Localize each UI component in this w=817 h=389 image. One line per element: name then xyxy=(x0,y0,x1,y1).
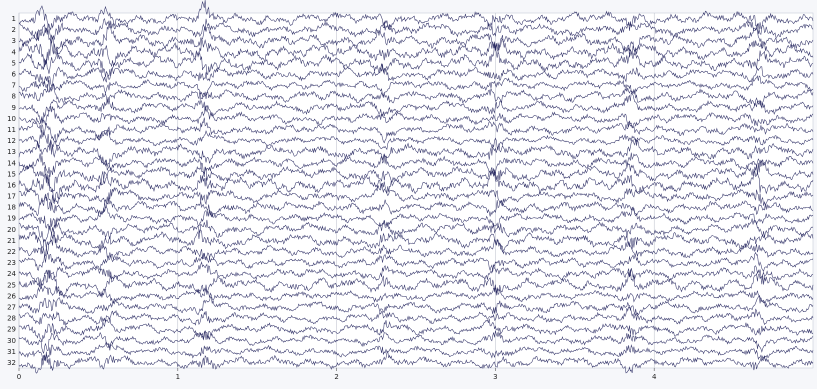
channel-label: 18 xyxy=(7,204,16,212)
channel-trace xyxy=(18,284,814,304)
channel-label: 1 xyxy=(12,15,16,23)
channel-trace xyxy=(18,229,814,254)
x-tick-label: 0 xyxy=(17,373,21,381)
channel-trace xyxy=(18,196,814,218)
channel-label: 2 xyxy=(12,26,16,34)
x-tick-label: 2 xyxy=(334,373,338,381)
channel-trace xyxy=(18,17,814,42)
channel-trace xyxy=(18,235,814,264)
channel-trace xyxy=(18,294,814,316)
channel-trace xyxy=(18,117,814,144)
channel-label: 10 xyxy=(7,115,16,123)
channel-label: 9 xyxy=(12,104,16,112)
channel-label: 8 xyxy=(12,93,16,101)
channel-trace xyxy=(18,218,814,243)
channel-trace xyxy=(18,75,814,99)
channel-label: 30 xyxy=(7,337,16,345)
channel-trace xyxy=(18,0,814,31)
channel-label: 6 xyxy=(12,71,17,79)
channel-label: 24 xyxy=(7,270,16,278)
x-tick-label: 4 xyxy=(652,373,657,381)
channel-trace xyxy=(18,317,814,343)
channel-label: 28 xyxy=(7,315,16,323)
channel-trace xyxy=(18,167,814,202)
channel-trace xyxy=(18,152,814,178)
channel-trace xyxy=(18,261,814,289)
channel-trace xyxy=(18,129,814,156)
channel-trace xyxy=(18,79,814,109)
x-tick-label: 3 xyxy=(493,373,497,381)
channel-trace xyxy=(18,92,814,126)
channel-trace xyxy=(18,44,814,78)
channel-trace xyxy=(18,23,814,55)
channel-label: 12 xyxy=(7,137,16,145)
channel-label: 32 xyxy=(7,359,16,367)
channel-trace xyxy=(18,341,814,362)
channel-label: 31 xyxy=(7,348,16,356)
channel-trace xyxy=(18,330,814,355)
channel-trace xyxy=(18,63,814,93)
channel-label: 3 xyxy=(12,37,16,45)
channel-label: 5 xyxy=(12,59,16,67)
channel-label: 19 xyxy=(7,215,16,223)
channel-trace xyxy=(18,105,814,129)
channel-label: 21 xyxy=(7,237,16,245)
channel-label: 25 xyxy=(7,281,16,289)
channel-label: 13 xyxy=(7,148,16,156)
channel-label: 16 xyxy=(7,181,16,189)
channel-label: 20 xyxy=(7,226,16,234)
channel-trace xyxy=(18,206,814,234)
channel-label: 22 xyxy=(7,248,16,256)
channel-trace xyxy=(18,159,814,193)
channel-label: 17 xyxy=(7,193,16,201)
channel-trace xyxy=(18,183,814,206)
x-tick-label: 1 xyxy=(176,373,180,381)
channel-label: 27 xyxy=(7,303,16,311)
channel-label: 14 xyxy=(7,159,16,167)
channel-trace xyxy=(18,269,814,299)
channel-trace xyxy=(18,306,814,327)
channel-trace xyxy=(18,38,814,68)
channel-label: 23 xyxy=(7,259,16,267)
channel-label: 29 xyxy=(7,326,16,334)
channel-trace xyxy=(18,251,814,273)
channel-label: 15 xyxy=(7,170,16,178)
channel-label: 11 xyxy=(7,126,16,134)
channel-label: 7 xyxy=(12,82,16,90)
channel-trace xyxy=(18,350,814,374)
channel-label: 4 xyxy=(12,48,17,56)
channel-label: 26 xyxy=(7,292,16,300)
channel-trace xyxy=(18,130,814,171)
plot-area xyxy=(18,12,814,369)
